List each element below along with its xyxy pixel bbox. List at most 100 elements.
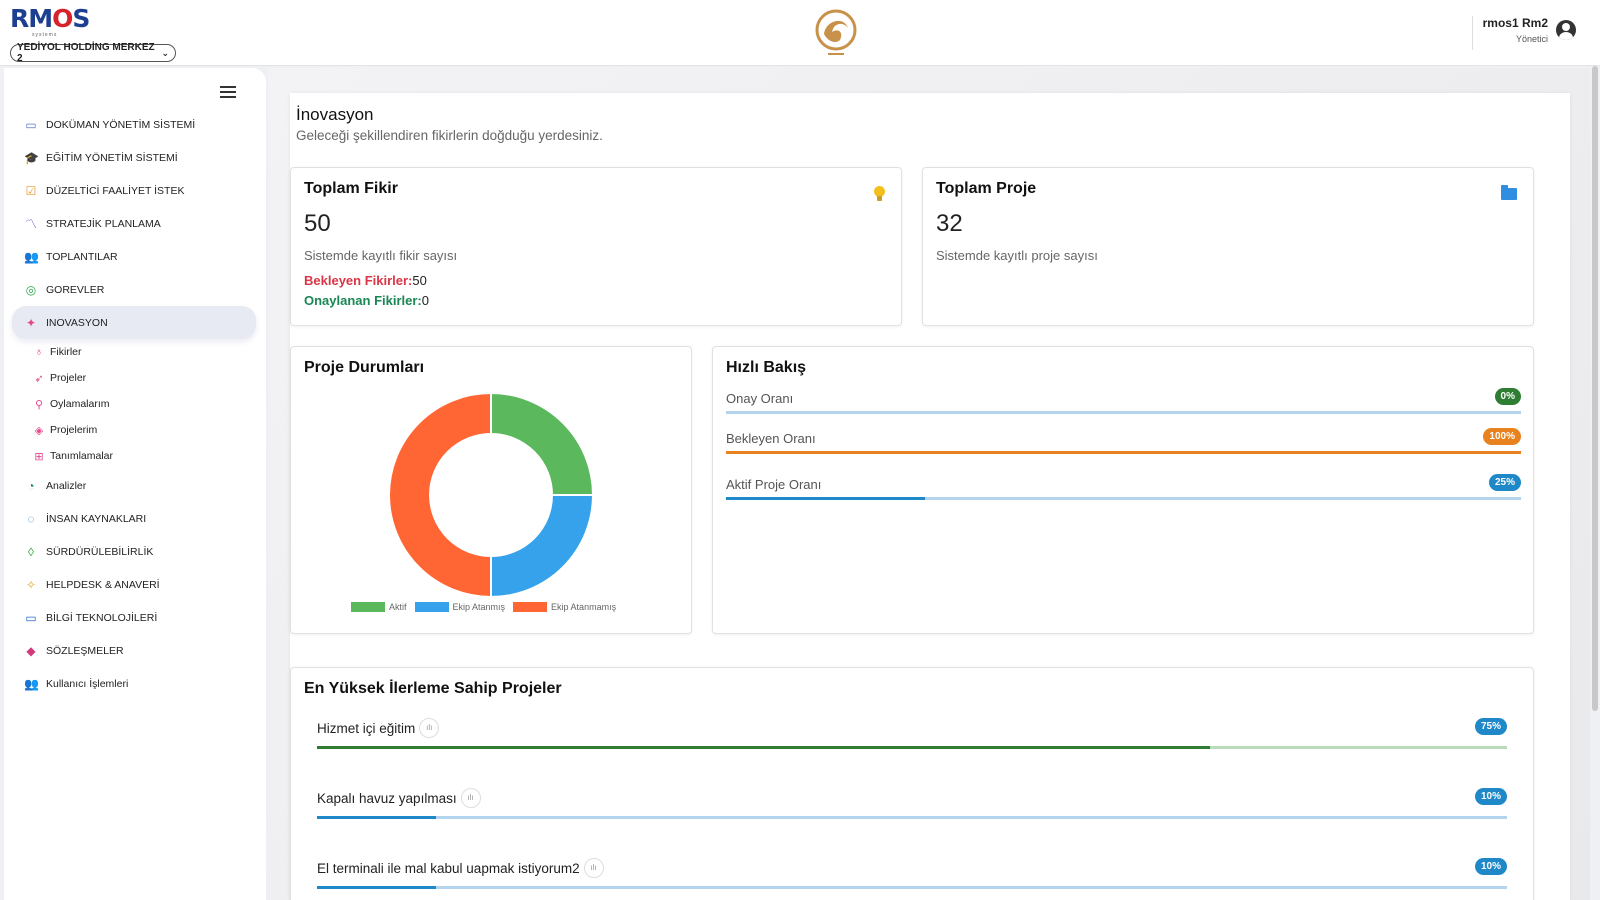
project-progress-badge: 10% (1474, 858, 1507, 875)
project-progress-badge: 75% (1474, 718, 1507, 735)
leaf-icon: ◊ (28, 544, 34, 559)
sidebar-subitem-1[interactable]: ➶ Projeler (12, 365, 256, 391)
sidebar-item-after-1[interactable]: ◌ İNSAN KAYNAKLARI (12, 502, 256, 535)
sidebar-item-label: İNSAN KAYNAKLARI (46, 512, 147, 525)
sidebar-item-after-6[interactable]: 👥 Kullanıcı İşlemleri (12, 667, 256, 700)
project-name: El terminali ile mal kabul uapmak istiyo… (317, 860, 580, 876)
quick-view-label: Aktif Proje Oranı (726, 477, 822, 492)
sidebar-item-label: STRATEJİK PLANLAMA (46, 217, 161, 230)
sidebar-item-0[interactable]: ▭ DOKÜMAN YÖNETİM SİSTEMİ (12, 108, 256, 141)
sidebar-item-1[interactable]: 🎓 EĞİTİM YÖNETİM SİSTEMİ (12, 141, 256, 174)
sidebar-item-6[interactable]: ✦ INOVASYON (12, 306, 256, 339)
pending-ideas-label: Bekleyen Fikirler: (304, 273, 413, 288)
sidebar-item-3[interactable]: 〽 STRATEJİK PLANLAMA (12, 207, 256, 240)
sidebar-item-after-2[interactable]: ◊ SÜRDÜRÜLEBİLİRLİK (12, 535, 256, 568)
sparkles-icon: ✧ (25, 577, 37, 592)
hamburger-menu-icon[interactable] (220, 86, 236, 98)
page-title: İnovasyon (296, 105, 374, 124)
folder-icon: ▭ (25, 117, 37, 132)
total-projects-desc: Sistemde kayıtlı proje sayısı (936, 248, 1098, 263)
quick-view-bar (726, 497, 1521, 500)
legend-swatch (351, 602, 385, 612)
quick-view-badge: 100% (1483, 428, 1521, 445)
clipboard-check-icon: ☑ (25, 183, 37, 198)
sidebar-item-label: GOREVLER (46, 283, 105, 296)
sidebar-subitem-0[interactable]: ♁ Fikirler (12, 339, 256, 365)
sidebar-item-label: BİLGİ TEKNOLOJİLERİ (46, 611, 158, 624)
chevron-down-icon: ⌄ (161, 47, 169, 58)
user-menu[interactable]: rmos1 Rm2 Yönetici (1483, 16, 1576, 44)
laptop-icon: ▭ (25, 610, 37, 625)
quick-view-label: Onay Oranı (726, 391, 794, 406)
project-progress-bar-fill (317, 746, 1210, 749)
sidebar-item-label: HELPDESK & ANAVERİ (46, 578, 160, 591)
sidebar-subitem-3[interactable]: ◈ Projelerim (12, 417, 256, 443)
legend-label: Aktif (389, 602, 407, 612)
page-scrollbar[interactable] (1592, 66, 1598, 711)
total-ideas-card[interactable]: Toplam Fikir 50 Sistemde kayıtlı fikir s… (290, 167, 902, 326)
quick-view-row: Aktif Proje Oranı 25% (726, 474, 1521, 503)
project-status-title: Proje Durumları (304, 359, 425, 376)
approved-ideas-line: Onaylanan Fikirler:0 (304, 293, 429, 308)
quick-view-bar (726, 451, 1521, 454)
sidebar-item-label: Oylamalarım (50, 398, 110, 410)
donut-slice-ekip-atanmış[interactable] (490, 494, 595, 599)
donut-slice-ekip-atanmamış[interactable] (388, 391, 492, 599)
details-icon[interactable]: ılı (460, 788, 481, 808)
quick-view-row: Onay Oranı 0% (726, 388, 1521, 417)
sidebar-item-4[interactable]: 👥 TOPLANTILAR (12, 240, 256, 273)
user-name: rmos1 Rm2 (1482, 16, 1548, 30)
legend-item[interactable]: Aktif (351, 602, 407, 612)
details-icon[interactable]: ılı (419, 718, 440, 738)
user-avatar-icon[interactable] (1556, 20, 1576, 40)
sidebar-item-after-0[interactable]: ◔ Analizler (12, 469, 256, 502)
target-icon: ◈ (34, 424, 44, 437)
project-progress-bar-fill (317, 886, 436, 889)
rmos-logo[interactable]: RMOS systems (10, 4, 90, 39)
total-projects-card[interactable]: Toplam Proje 32 Sistemde kayıtlı proje s… (922, 167, 1534, 326)
sidebar-item-2[interactable]: ☑ DÜZELTİCİ FAALİYET İSTEK (12, 174, 256, 207)
graduation-cap-icon: 🎓 (24, 150, 39, 165)
details-icon[interactable]: ılı (583, 858, 604, 878)
project-progress-row[interactable]: El terminali ile mal kabul uapmak istiyo… (317, 858, 1507, 892)
brand-text: RMOS (10, 4, 90, 33)
sidebar-item-5[interactable]: ◎ GOREVLER (12, 273, 256, 306)
sidebar-item-label: Tanımlamalar (50, 450, 114, 462)
approved-ideas-label: Onaylanan Fikirler: (304, 293, 422, 308)
legend-swatch (513, 602, 548, 612)
sidebar: ▭ DOKÜMAN YÖNETİM SİSTEMİ 🎓 EĞİTİM YÖNETİM … (4, 68, 266, 900)
approved-ideas-value: 0 (421, 293, 429, 308)
quick-view-badge: 25% (1488, 474, 1521, 491)
project-progress-row[interactable]: Hizmet içi eğitim ılı 75% (317, 718, 1507, 752)
top-projects-title: En Yüksek İlerleme Sahip Projeler (304, 680, 562, 697)
header-separator (1472, 16, 1473, 50)
legend-item[interactable]: Ekip Atanmış (414, 602, 505, 612)
project-status-donut-chart[interactable] (381, 385, 601, 605)
donut-slice-aktif[interactable] (490, 391, 595, 496)
vote-icon: ⚲ (34, 398, 44, 411)
legend-item[interactable]: Ekip Atanmamış (513, 602, 616, 612)
sidebar-item-after-4[interactable]: ▭ BİLGİ TEKNOLOJİLERİ (12, 601, 256, 634)
sidebar-item-label: SÖZLEŞMELER (46, 644, 124, 657)
tag-icon: ◆ (26, 643, 36, 658)
project-name: Hizmet içi eğitim (317, 720, 416, 736)
sidebar-item-after-3[interactable]: ✧ HELPDESK & ANAVERİ (12, 568, 256, 601)
quick-view-bar (726, 411, 1521, 414)
top-header: RMOS systems YEDİYOL HOLDİNG MERKEZ 2 ⌄ … (0, 0, 1600, 66)
rocket-icon: ➶ (34, 372, 44, 385)
total-ideas-desc: Sistemde kayıtlı fikir sayısı (304, 248, 458, 263)
sidebar-item-label: Projeler (50, 372, 87, 384)
sidebar-item-after-5[interactable]: ◆ SÖZLEŞMELER (12, 634, 256, 667)
sparkle-icon: ✦ (25, 315, 37, 330)
chart-legend: Aktif Ekip Atanmış Ekip Atanmamış (351, 602, 624, 612)
sidebar-subitem-2[interactable]: ⚲ Oylamalarım (12, 391, 256, 417)
users-icon: 👥 (24, 249, 39, 264)
sidebar-item-label: TOPLANTILAR (46, 250, 118, 263)
company-select[interactable]: YEDİYOL HOLDİNG MERKEZ 2 ⌄ (10, 42, 176, 64)
quick-view-bar-fill (726, 497, 925, 500)
page-subtitle: Geleceği şekillendiren fikirlerin doğduğ… (296, 128, 603, 143)
company-select-value: YEDİYOL HOLDİNG MERKEZ 2 (17, 42, 155, 64)
sidebar-subitem-4[interactable]: ⊞ Tanımlamalar (12, 443, 256, 469)
quick-view-label: Bekleyen Oranı (726, 431, 816, 446)
project-progress-row[interactable]: Kapalı havuz yapılması ılı 10% (317, 788, 1507, 822)
